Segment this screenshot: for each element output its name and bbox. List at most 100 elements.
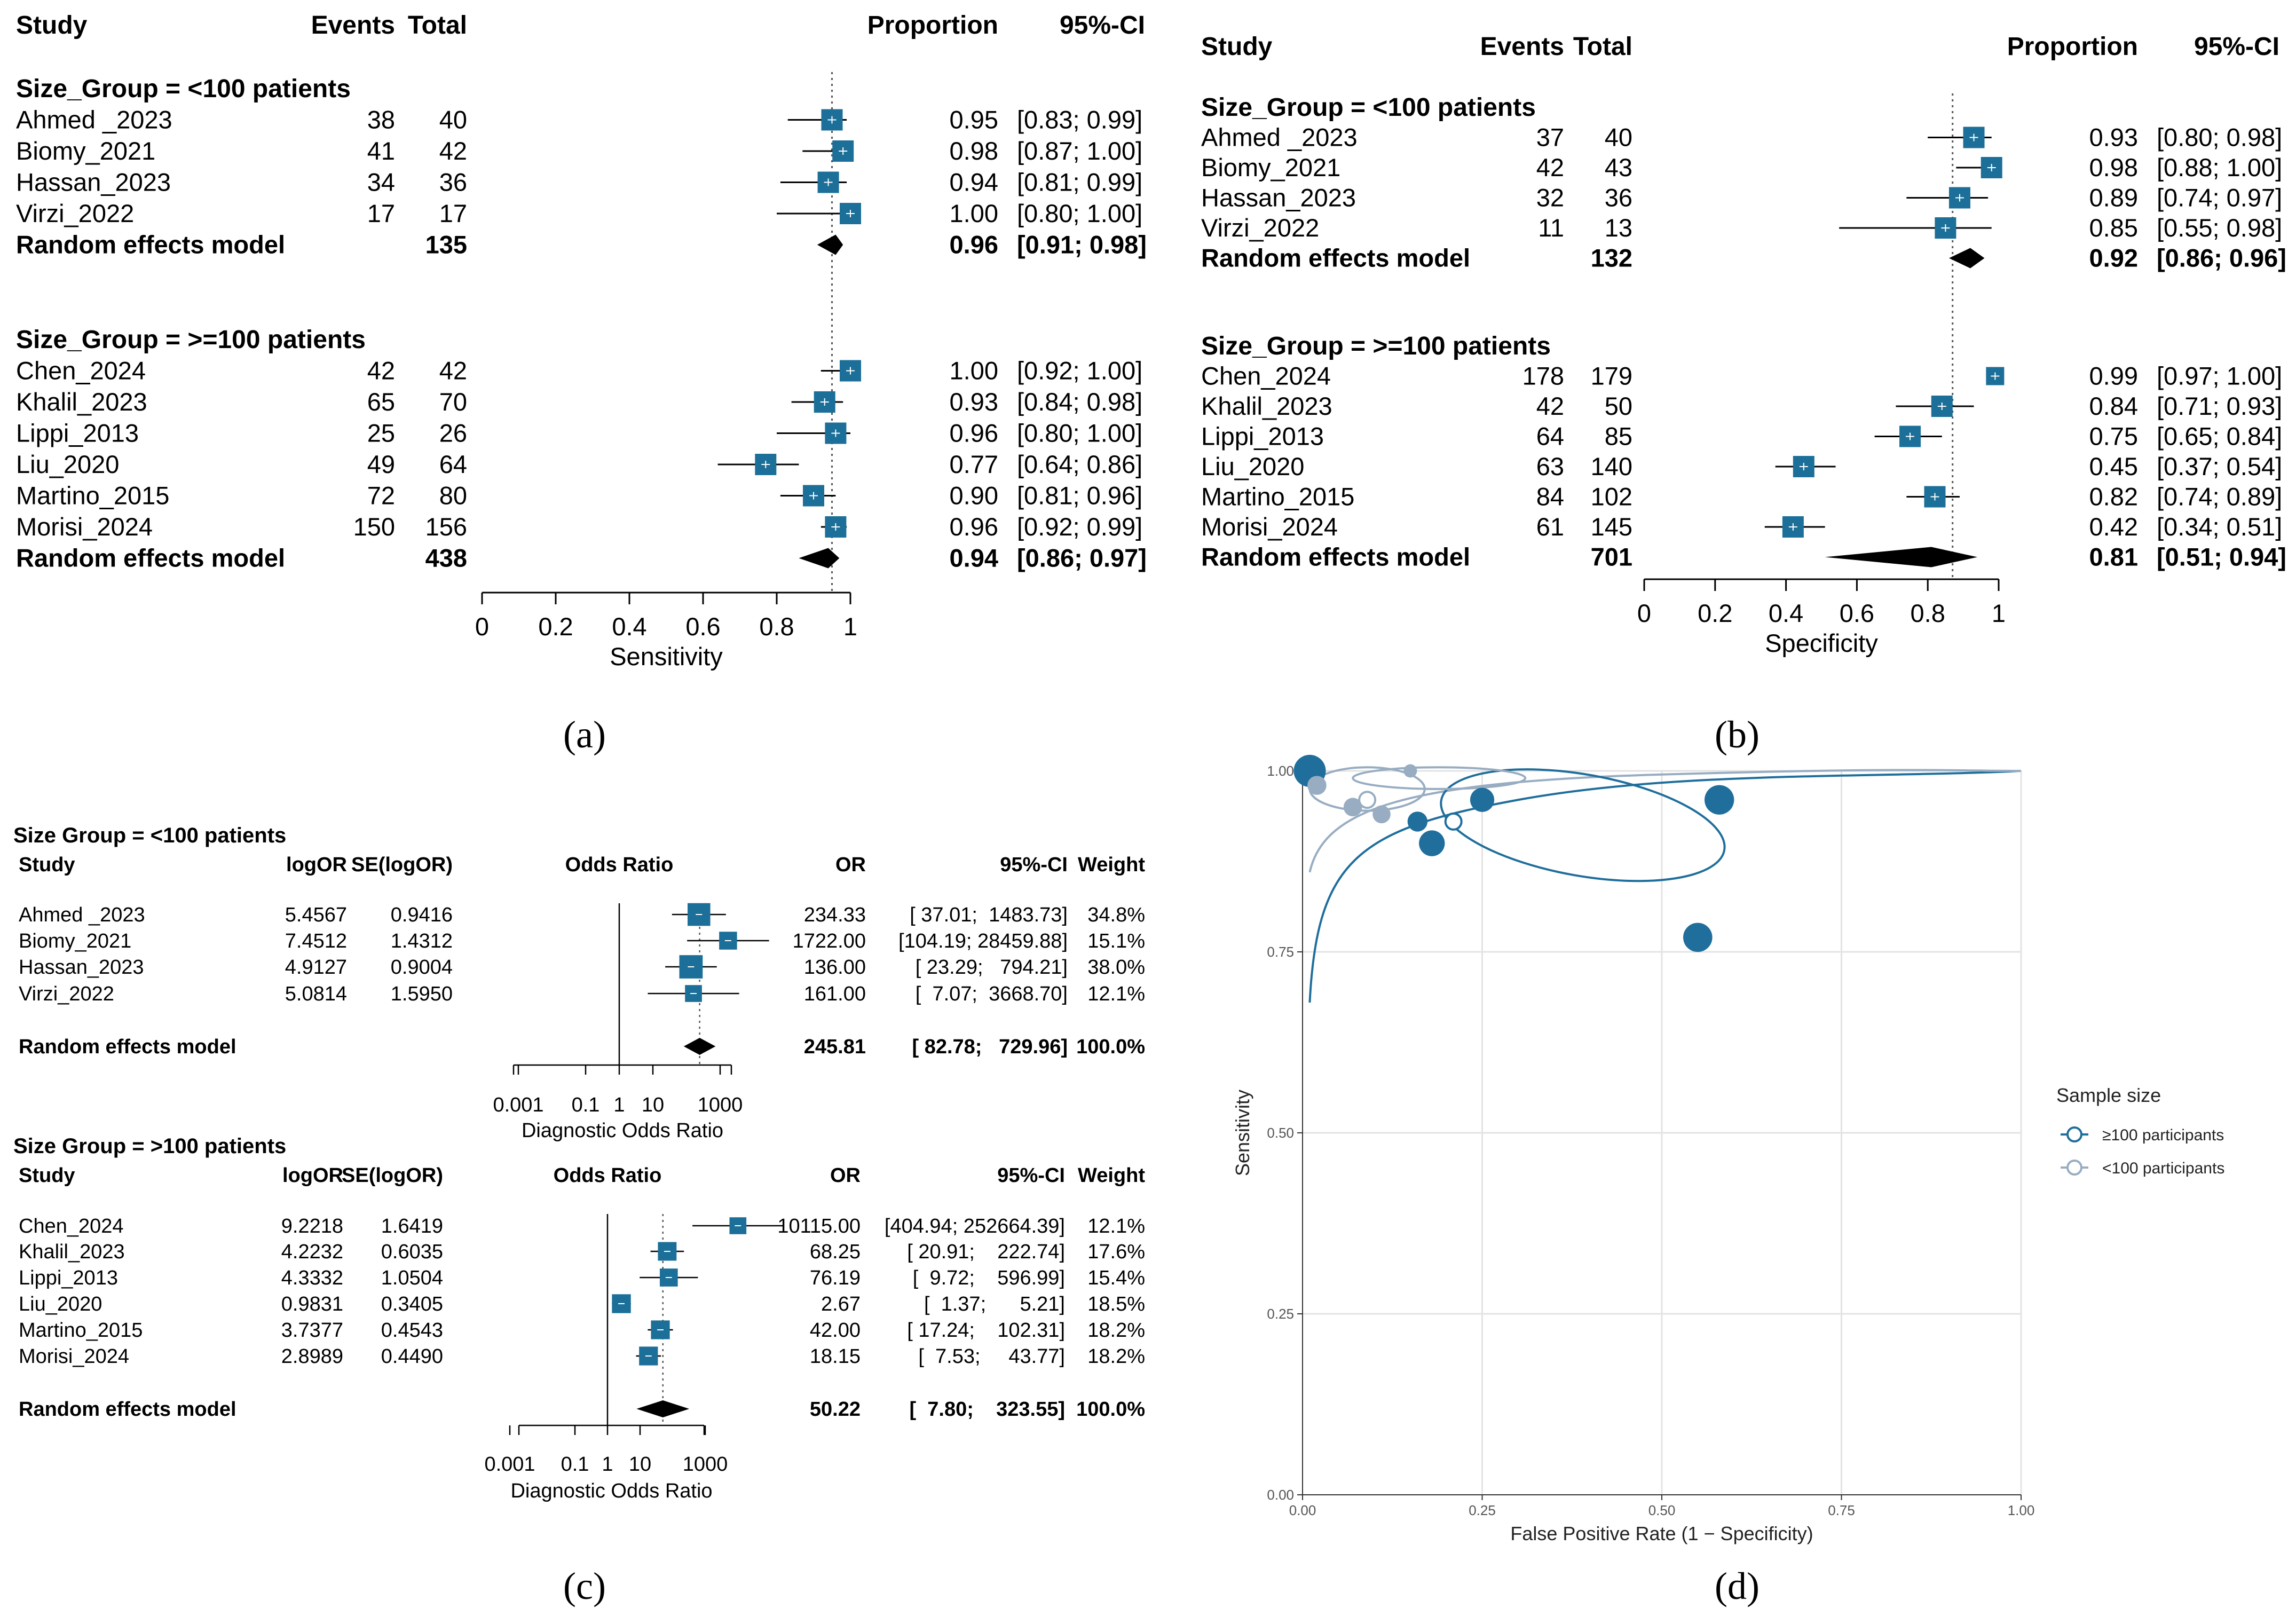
study-se: 1.4312 (391, 930, 453, 952)
summary-ci: [0.51; 0.94] (2157, 543, 2286, 571)
study-se: 0.4490 (381, 1345, 443, 1368)
summary-diamond (799, 548, 840, 569)
study-name: Ahmed _2023 (19, 904, 145, 926)
study-events: 42 (1536, 153, 1564, 182)
legend-item: <100 participants (2102, 1160, 2224, 1177)
summary-diamond (817, 234, 843, 255)
study-ci: [0.81; 0.96] (1017, 482, 1142, 510)
study-total: 40 (439, 106, 467, 134)
study-ci: [0.81; 0.99] (1017, 168, 1142, 196)
study-se: 1.6419 (381, 1215, 443, 1237)
y-tick-label: 0.00 (1267, 1487, 1294, 1503)
panel-label: (c) (563, 1565, 606, 1607)
summary-weight: 100.0% (1076, 1036, 1145, 1058)
study-logor: 3.7377 (281, 1319, 343, 1342)
y-tick-label: 1.00 (1267, 763, 1294, 779)
legend-key-marker (2066, 1160, 2082, 1176)
header-study: Study (16, 11, 88, 40)
study-estimate: 0.82 (2089, 483, 2138, 511)
study-events: 42 (367, 357, 395, 385)
study-events: 178 (1522, 362, 1564, 390)
study-total: 140 (1591, 452, 1632, 480)
summary-ci: [0.91; 0.98] (1017, 231, 1147, 259)
study-weight: 38.0% (1087, 956, 1145, 979)
study-name: Virzi_2022 (19, 983, 114, 1005)
summary-diamond (1825, 547, 1978, 567)
x-tick-label: 10 (642, 1094, 664, 1116)
study-or: 234.33 (804, 904, 866, 926)
study-estimate: 0.77 (950, 450, 998, 478)
summary-point (1444, 812, 1463, 831)
x-tick-label: 0.00 (1289, 1502, 1316, 1518)
panel-label: (a) (563, 713, 606, 756)
header-ci: 95%-CI (2194, 33, 2279, 61)
subgroup-label: Size_Group = <100 patients (16, 75, 351, 103)
x-tick-label: 0 (1637, 599, 1651, 627)
x-tick-label: 0 (475, 612, 489, 641)
study-estimate: 1.00 (950, 357, 998, 385)
study-total: 70 (439, 388, 467, 416)
header-ci: 95%-CI (997, 1164, 1065, 1187)
study-ci: [0.88; 1.00] (2157, 153, 2282, 182)
subgroup-label: Size_Group = >=100 patients (16, 326, 366, 354)
study-point (1307, 776, 1327, 795)
study-name: Virzi_2022 (1201, 214, 1319, 242)
study-ci: [0.80; 1.00] (1017, 199, 1142, 227)
x-tick-label: 0.6 (1840, 599, 1874, 627)
panel-a: Study Events Total Proportion 95%-CI Size_Gro… (16, 11, 1147, 756)
study-ci: [104.19; 28459.88] (898, 930, 1068, 952)
summary-label: Random effects model (19, 1036, 236, 1058)
summary-label: Random effects model (1201, 543, 1470, 571)
x-tick-label: 1 (613, 1094, 625, 1116)
study-logor: 0.9831 (281, 1293, 343, 1315)
study-ci: [0.37; 0.54] (2157, 452, 2282, 480)
x-tick-label: 0.4 (1769, 599, 1803, 627)
panel-label: (d) (1715, 1565, 1760, 1607)
study-events: 37 (1536, 123, 1564, 152)
study-name: Lippi_2013 (16, 419, 139, 447)
summary-estimate: 0.96 (950, 231, 998, 259)
study-total: 85 (1605, 422, 1632, 451)
study-ci: [0.87; 1.00] (1017, 137, 1142, 165)
study-logor: 2.8989 (281, 1345, 343, 1368)
header-study: Study (19, 1164, 75, 1187)
study-ci: [0.92; 1.00] (1017, 357, 1142, 385)
study-total: 43 (1605, 153, 1632, 182)
study-ci: [ 23.29; 794.21] (916, 956, 1068, 979)
summary-or: 245.81 (804, 1036, 866, 1058)
study-se: 1.0504 (381, 1267, 443, 1289)
study-se: 0.3405 (381, 1293, 443, 1315)
header-proportion: Proportion (867, 11, 998, 40)
panel-d: 0.00 0.25 0.50 0.75 1.00 0.00 0.25 0.50 0.75 1.00… (1232, 754, 2224, 1607)
subgroup-title: Size Group = <100 patients (13, 824, 286, 847)
study-logor: 4.2232 (281, 1241, 343, 1263)
confidence-ellipse (1440, 768, 1726, 882)
x-tick-label: 0.75 (1828, 1502, 1855, 1518)
study-name: Morisi_2024 (16, 513, 153, 541)
header-ci: 95%-CI (1000, 854, 1068, 876)
summary-ci: [0.86; 0.97] (1017, 544, 1147, 572)
x-tick-label: 1 (602, 1453, 613, 1476)
study-weight: 12.1% (1087, 983, 1145, 1005)
study-total: 17 (439, 199, 467, 227)
study-point (1407, 811, 1428, 832)
study-estimate: 1.00 (950, 199, 998, 227)
study-ci: [0.80; 0.98] (2157, 123, 2282, 152)
study-or: 18.15 (810, 1345, 861, 1368)
study-estimate: 0.85 (2089, 214, 2138, 242)
study-ci: [0.97; 1.00] (2157, 362, 2282, 390)
study-weight: 18.2% (1087, 1319, 1145, 1342)
study-total: 36 (1605, 184, 1632, 212)
study-events: 32 (1536, 184, 1564, 212)
study-name: Martino_2015 (1201, 483, 1354, 511)
study-ci: [ 9.72; 596.99] (913, 1267, 1065, 1289)
study-events: 49 (367, 450, 395, 478)
study-name: Khalil_2023 (16, 388, 147, 416)
study-ci: [0.34; 0.51] (2157, 513, 2282, 541)
study-name: Lippi_2013 (19, 1267, 118, 1289)
study-total: 102 (1591, 483, 1632, 511)
study-ci: [0.55; 0.98] (2157, 214, 2282, 242)
summary-estimate: 0.94 (950, 544, 998, 572)
study-total: 26 (439, 419, 467, 447)
